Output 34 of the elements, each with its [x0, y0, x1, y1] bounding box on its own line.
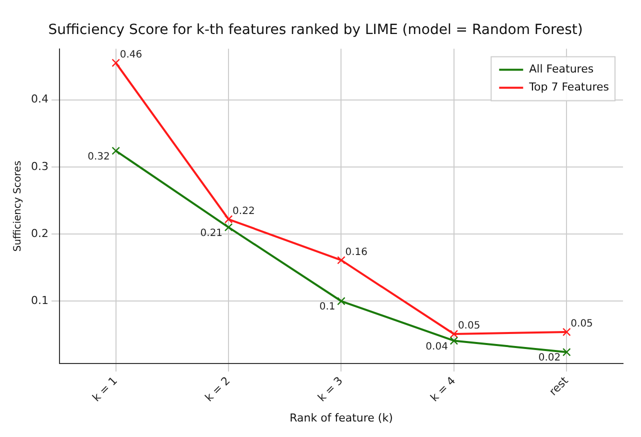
point: [450, 336, 458, 345]
legend-label: All Features: [529, 62, 594, 76]
data-label: 0.05: [458, 320, 480, 332]
point: [337, 297, 346, 306]
point: [224, 215, 233, 224]
data-label: 0.04: [426, 341, 448, 352]
data-label: 0.16: [345, 246, 368, 258]
y-tick-label: 0.2: [30, 226, 48, 240]
point: [450, 330, 458, 338]
y-tick-label: 0.4: [30, 92, 48, 106]
data-label: 0.1: [319, 302, 336, 313]
x-tick-label: k = 2: [202, 374, 233, 404]
y-tick-label: 0.3: [30, 160, 48, 173]
point: [112, 146, 120, 155]
point: [562, 328, 571, 336]
point: [562, 348, 571, 356]
data-label: 0.05: [570, 318, 593, 330]
data-label: 0.02: [538, 352, 561, 364]
point: [112, 58, 120, 68]
point: [224, 223, 233, 232]
x-tick-label: k = 1: [90, 374, 120, 404]
x-tick-label: k = 4: [428, 374, 458, 404]
data-label: 0.46: [120, 49, 142, 60]
x-tick-label: rest: [546, 374, 572, 398]
y-tick-label: 0.1: [30, 294, 48, 307]
point: [337, 256, 346, 264]
chart-title: Sufficiency Score for k-th features ranked by LIME (model = Random Forest): [48, 22, 583, 38]
x-tick-label: k = 3: [315, 374, 346, 404]
data-label: 0.32: [88, 151, 110, 162]
x-axis-title: Rank of feature (k): [290, 411, 393, 424]
data-label: 0.21: [200, 228, 223, 239]
legend-label: Top 7 Features: [528, 80, 610, 94]
data-label: 0.22: [232, 206, 255, 217]
y-axis-title: Sufficiency Scores: [12, 160, 24, 252]
